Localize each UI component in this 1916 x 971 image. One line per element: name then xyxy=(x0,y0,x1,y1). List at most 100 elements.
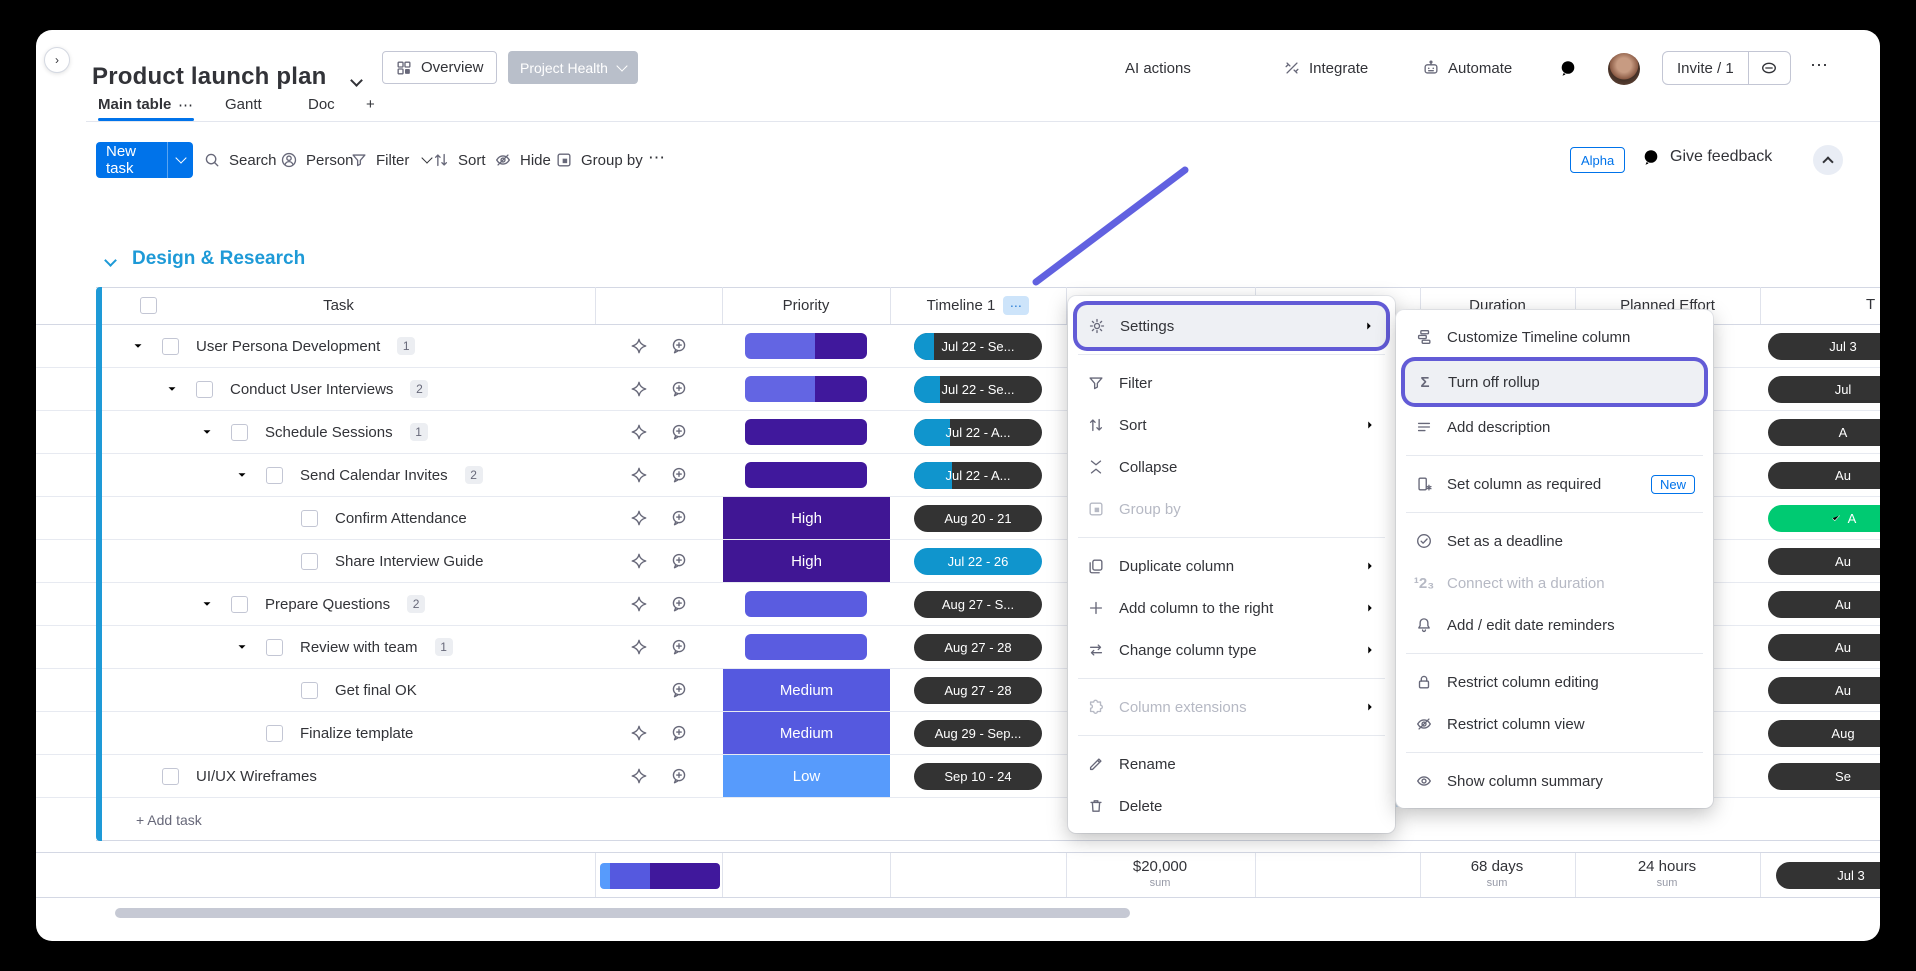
ai-sparkle-icon[interactable] xyxy=(630,638,648,656)
task-name[interactable]: UI/UX Wireframes xyxy=(196,767,317,785)
tab-main-more[interactable]: ⋯ xyxy=(178,97,194,114)
timeline-column-menu-button[interactable]: ⋯ xyxy=(1003,296,1030,315)
task-name[interactable]: Review with team xyxy=(300,638,418,656)
menu-item-add-column-right[interactable]: Add column to the right xyxy=(1076,587,1387,629)
add-update-icon[interactable] xyxy=(670,337,688,355)
timeline2-cell[interactable]: Jul xyxy=(1760,368,1880,410)
add-view-button[interactable]: + xyxy=(366,96,375,113)
submenu-item-set-as-deadline[interactable]: Set as a deadline xyxy=(1404,520,1705,562)
submenu-item-customize-timeline[interactable]: Customize Timeline column xyxy=(1404,316,1705,358)
timeline-cell[interactable]: Jul 22 - A... xyxy=(890,454,1066,496)
board-title[interactable]: Product launch plan xyxy=(92,63,327,90)
task-name[interactable]: Confirm Attendance xyxy=(335,509,467,527)
submenu-item-add-description[interactable]: Add description xyxy=(1404,406,1705,448)
priority-cell[interactable]: Low xyxy=(723,755,890,797)
timeline2-cell[interactable]: A xyxy=(1760,497,1880,539)
add-update-icon[interactable] xyxy=(670,638,688,656)
invite-button[interactable]: Invite / 1 xyxy=(1662,51,1791,85)
timeline-cell[interactable]: Sep 10 - 24 xyxy=(890,755,1066,797)
give-feedback-button[interactable]: Give feedback xyxy=(1641,147,1772,167)
task-name[interactable]: Send Calendar Invites xyxy=(300,466,448,484)
group-title[interactable]: Design & Research xyxy=(132,248,306,269)
new-task-button[interactable]: New task xyxy=(96,142,193,178)
submenu-item-show-column-summary[interactable]: Show column summary xyxy=(1404,760,1705,802)
menu-item-rename[interactable]: Rename xyxy=(1076,743,1387,785)
submenu-item-restrict-view[interactable]: Restrict column view xyxy=(1404,703,1705,745)
menu-item-collapse[interactable]: Collapse xyxy=(1076,446,1387,488)
menu-item-change-column-type[interactable]: Change column type xyxy=(1076,629,1387,671)
overview-button[interactable]: Overview xyxy=(382,51,497,84)
automate-button[interactable]: Automate xyxy=(1422,55,1512,81)
add-update-icon[interactable] xyxy=(670,724,688,742)
add-update-icon[interactable] xyxy=(670,423,688,441)
timeline2-cell[interactable]: A xyxy=(1760,411,1880,453)
group-collapse-chevron-icon[interactable] xyxy=(104,254,117,267)
submenu-item-date-reminders[interactable]: Add / edit date reminders xyxy=(1404,604,1705,646)
timeline2-cell[interactable]: Jul 3 xyxy=(1760,325,1880,367)
priority-cell[interactable]: High xyxy=(723,497,890,539)
submenu-item-set-column-required[interactable]: Set column as required New xyxy=(1404,463,1705,505)
timeline-cell[interactable]: Aug 27 - 28 xyxy=(890,669,1066,711)
column-header-timeline[interactable]: Timeline 1 xyxy=(926,297,996,314)
column-header-task[interactable]: Task xyxy=(323,297,354,314)
priority-cell[interactable] xyxy=(722,368,890,410)
priority-cell[interactable] xyxy=(722,411,890,453)
menu-item-duplicate-column[interactable]: Duplicate column xyxy=(1076,545,1387,587)
ai-sparkle-colored-icon[interactable] xyxy=(630,681,648,699)
timeline2-cell[interactable]: Au xyxy=(1760,583,1880,625)
task-name[interactable]: User Persona Development xyxy=(196,337,381,355)
timeline-cell[interactable]: Jul 22 - Se... xyxy=(890,325,1066,367)
avatar[interactable] xyxy=(1608,53,1640,85)
column-header-timeline2[interactable]: T xyxy=(1866,296,1876,313)
menu-item-sort[interactable]: Sort xyxy=(1076,404,1387,446)
hide-button[interactable]: Hide xyxy=(494,142,551,178)
chat-button[interactable] xyxy=(1558,55,1578,81)
timeline2-cell[interactable]: Au xyxy=(1760,540,1880,582)
column-header-priority[interactable]: Priority xyxy=(782,297,830,314)
priority-cell[interactable] xyxy=(722,454,890,496)
row-checkbox[interactable] xyxy=(301,552,318,570)
timeline2-cell[interactable]: Aug xyxy=(1760,712,1880,754)
row-checkbox[interactable] xyxy=(231,423,248,441)
row-checkbox[interactable] xyxy=(231,595,248,613)
person-filter-button[interactable]: Person xyxy=(280,142,354,178)
row-checkbox[interactable] xyxy=(301,509,318,527)
timeline2-cell[interactable]: Se xyxy=(1760,755,1880,797)
timeline2-cell[interactable]: Au xyxy=(1760,626,1880,668)
ai-actions-button[interactable]: AI actions xyxy=(1097,55,1191,81)
search-button[interactable]: Search xyxy=(203,142,277,178)
row-expand-chevron-icon[interactable] xyxy=(131,339,145,353)
ai-sparkle-icon[interactable] xyxy=(630,423,648,441)
row-checkbox[interactable] xyxy=(162,767,179,785)
column-header-duration[interactable]: Duration xyxy=(1469,297,1526,314)
task-name[interactable]: Schedule Sessions xyxy=(265,423,393,441)
new-task-dropdown[interactable] xyxy=(167,142,193,178)
menu-item-filter[interactable]: Filter xyxy=(1076,362,1387,404)
row-checkbox[interactable] xyxy=(266,466,283,484)
row-expand-chevron-icon[interactable] xyxy=(235,640,249,654)
priority-cell[interactable] xyxy=(722,583,890,625)
priority-cell[interactable] xyxy=(722,325,890,367)
timeline-cell[interactable]: Aug 27 - 28 xyxy=(890,626,1066,668)
tab-gantt[interactable]: Gantt xyxy=(225,96,262,113)
filter-button[interactable]: Filter xyxy=(350,142,434,178)
ai-sparkle-icon[interactable] xyxy=(630,380,648,398)
submenu-item-restrict-editing[interactable]: Restrict column editing xyxy=(1404,661,1705,703)
task-name[interactable]: Get final OK xyxy=(335,681,417,699)
horizontal-scrollbar[interactable] xyxy=(115,908,1130,918)
tab-main-table[interactable]: Main table xyxy=(98,96,172,113)
add-update-icon[interactable] xyxy=(670,466,688,484)
select-all-checkbox[interactable] xyxy=(140,297,157,314)
timeline-cell[interactable]: Jul 22 - 26 xyxy=(890,540,1066,582)
add-update-icon[interactable] xyxy=(670,509,688,527)
add-update-icon[interactable] xyxy=(670,681,688,699)
menu-item-settings[interactable]: Settings xyxy=(1077,305,1386,347)
add-update-icon[interactable] xyxy=(670,380,688,398)
board-title-chevron-icon[interactable] xyxy=(350,74,363,87)
ai-sparkle-icon[interactable] xyxy=(630,552,648,570)
toolbar-more-menu[interactable]: ⋯ xyxy=(648,148,667,167)
row-expand-chevron-icon[interactable] xyxy=(200,425,214,439)
timeline2-cell[interactable]: Au xyxy=(1760,454,1880,496)
copy-link-icon[interactable] xyxy=(1747,52,1790,84)
row-expand-chevron-icon[interactable] xyxy=(200,597,214,611)
